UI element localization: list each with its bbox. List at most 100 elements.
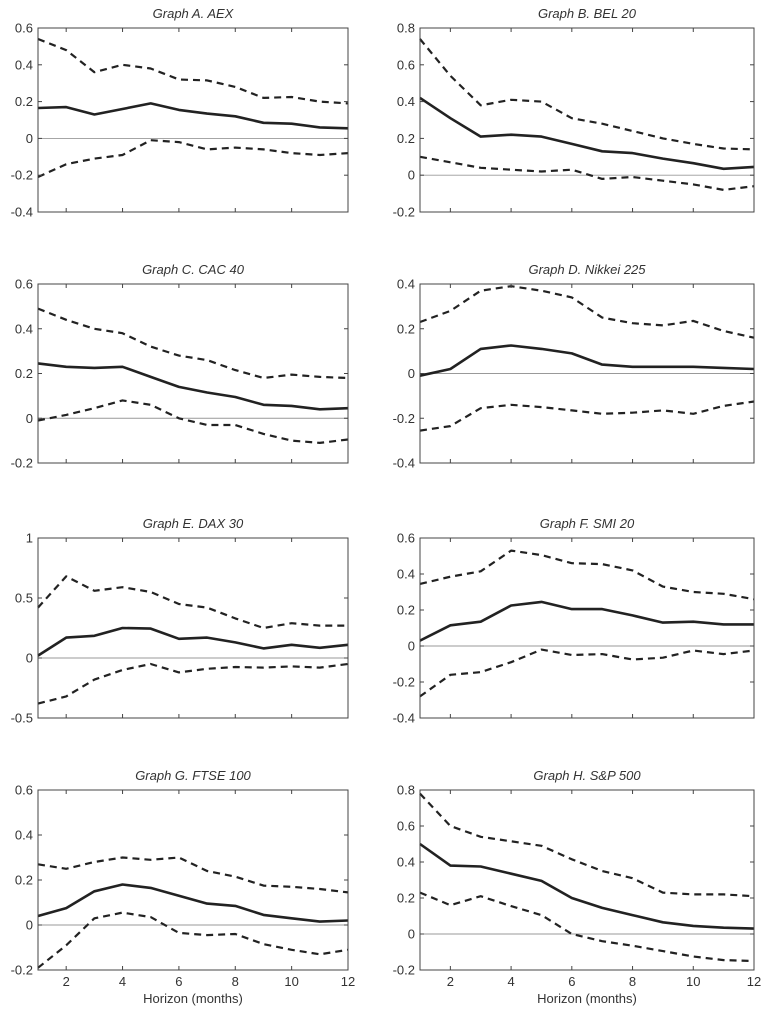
- plot-frame: [419, 537, 755, 719]
- y-tick-label: -0.2: [11, 456, 33, 471]
- y-tick-label: 0.4: [397, 567, 415, 582]
- plot-frame: [419, 789, 755, 971]
- y-tick-label: 0.8: [397, 783, 415, 798]
- x-tick-label: 10: [686, 974, 700, 989]
- x-tick-label: 12: [747, 974, 761, 989]
- series-line-estimate: [419, 96, 755, 171]
- x-tick-label: 4: [507, 974, 514, 989]
- series-line-band-1: [419, 549, 755, 601]
- chart-panel-7: Graph G. FTSE 100 -0.2 0 0.2 0.4 0.6 2 4 6 8 10 12 H…: [11, 768, 356, 1006]
- plot-frame: [37, 283, 349, 464]
- y-tick-label: 0: [408, 639, 415, 654]
- series-line-band-1: [37, 37, 349, 105]
- y-tick-label: 0.4: [15, 57, 33, 72]
- series-line-band-1: [37, 575, 348, 630]
- y-tick-label: 0.2: [15, 94, 33, 109]
- x-tick-label: 10: [284, 974, 298, 989]
- series-line-band-2: [37, 911, 349, 969]
- y-tick-label: 0.2: [397, 891, 415, 906]
- y-tick-label: 0.4: [397, 94, 415, 109]
- y-tick-label: -0.5: [11, 711, 33, 726]
- y-tick-label: 0.6: [15, 21, 33, 36]
- y-tick-label: 0.2: [397, 603, 415, 618]
- series-line-band-2: [419, 891, 755, 963]
- chart-panel-4: Graph D. Nikkei 225 -0.4 -0.2 0 0.2 0.4: [393, 262, 755, 471]
- y-tick-label: 0.4: [397, 277, 415, 292]
- y-tick-label: -0.4: [393, 711, 415, 726]
- x-tick-label: 2: [447, 974, 454, 989]
- plot-frame: [37, 27, 349, 213]
- x-tick-label: 2: [63, 974, 70, 989]
- y-tick-label: 0.6: [397, 531, 415, 546]
- series-line-band-1: [419, 285, 755, 339]
- y-tick-label: -0.2: [11, 963, 33, 978]
- chart-panel-1: Graph A. AEX -0.4 -0.2 0 0.2 0.4 0.6: [11, 6, 349, 220]
- y-tick-label: 0.2: [15, 873, 33, 888]
- y-tick-label: 0.2: [397, 131, 415, 146]
- y-tick-label: 0.4: [15, 828, 33, 843]
- chart-panel-2: Graph B. BEL 20 -0.2 0 0.2 0.4 0.6 0.8: [393, 6, 755, 220]
- plot-frame: [37, 789, 349, 971]
- y-tick-label: -0.2: [393, 963, 415, 978]
- chart-panel-3: Graph C. CAC 40 -0.2 0 0.2 0.4 0.6: [11, 262, 349, 471]
- panel-title: Graph B. BEL 20: [538, 6, 637, 21]
- series-line-estimate: [419, 600, 754, 642]
- series-line-band-1: [37, 307, 349, 380]
- y-tick-label: -0.2: [393, 411, 415, 426]
- y-tick-label: 0.6: [397, 819, 415, 834]
- series-line-band-2: [419, 648, 755, 698]
- y-tick-label: 0.5: [15, 591, 33, 606]
- x-tick-label: 6: [175, 974, 182, 989]
- panel-title: Graph A. AEX: [153, 6, 235, 21]
- y-tick-label: -0.4: [11, 205, 33, 220]
- panel-title: Graph F. SMI 20: [540, 516, 635, 531]
- series-line-band-2: [37, 139, 349, 179]
- y-tick-label: 0: [26, 651, 33, 666]
- plot-frame: [419, 27, 755, 213]
- chart-panel-8: Graph H. S&P 500 -0.2 0 0.2 0.4 0.6 0.8 2 4 6 8 10 1…: [393, 768, 762, 1006]
- y-tick-label: 0: [26, 131, 33, 146]
- series-line-estimate: [37, 102, 349, 130]
- panel-title: Graph H. S&P 500: [533, 768, 641, 783]
- series-line-band-2: [419, 400, 755, 432]
- series-line-estimate: [37, 883, 349, 923]
- x-axis-label: Horizon (months): [143, 991, 243, 1006]
- y-tick-label: 0.2: [397, 321, 415, 336]
- panel-title: Graph D. Nikkei 225: [528, 262, 646, 277]
- series-line-band-1: [419, 792, 755, 898]
- series-line-estimate: [419, 842, 755, 930]
- plot-frame: [37, 537, 349, 719]
- panel-title: Graph E. DAX 30: [143, 516, 244, 531]
- series-line-band-2: [419, 155, 755, 191]
- x-tick-label: 6: [568, 974, 575, 989]
- x-tick-label: 12: [341, 974, 355, 989]
- x-tick-label: 4: [119, 974, 126, 989]
- series-line-estimate: [419, 344, 755, 377]
- series-line-estimate: [37, 626, 349, 657]
- chart-panel-6: Graph F. SMI 20 -0.4 -0.2 0 0.2 0.4 0.6: [393, 516, 755, 726]
- y-tick-label: 0.6: [15, 277, 33, 292]
- y-tick-label: -0.2: [393, 205, 415, 220]
- x-tick-label: 8: [629, 974, 636, 989]
- chart-panel-5: Graph E. DAX 30 -0.5 0 0.5 1: [11, 516, 349, 726]
- series-line-band-2: [37, 662, 349, 705]
- y-tick-label: 0.4: [397, 855, 415, 870]
- y-tick-label: 0.2: [15, 366, 33, 381]
- series-line-band-1: [419, 38, 755, 151]
- y-tick-label: 0: [26, 918, 33, 933]
- y-tick-label: 0: [26, 411, 33, 426]
- y-tick-label: 0: [408, 927, 415, 942]
- y-tick-label: 1: [26, 531, 33, 546]
- panel-title: Graph C. CAC 40: [142, 262, 245, 277]
- y-tick-label: 0.6: [397, 57, 415, 72]
- y-tick-label: 0.8: [397, 21, 415, 36]
- y-tick-label: -0.2: [11, 168, 33, 183]
- x-axis-label: Horizon (months): [537, 991, 637, 1006]
- y-tick-label: 0: [408, 168, 415, 183]
- y-tick-label: -0.4: [393, 456, 415, 471]
- y-tick-label: -0.2: [393, 675, 415, 690]
- series-line-band-1: [37, 856, 349, 894]
- y-tick-label: 0.6: [15, 783, 33, 798]
- y-tick-label: 0: [408, 366, 415, 381]
